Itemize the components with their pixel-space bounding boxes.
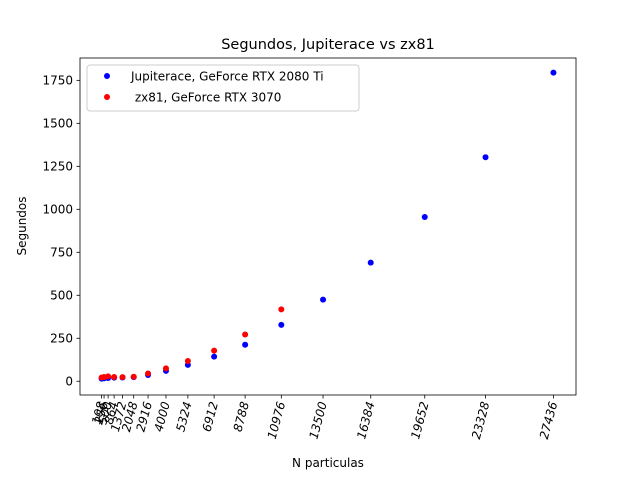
data-point — [421, 214, 428, 221]
data-point — [111, 373, 118, 380]
data-point — [320, 296, 327, 303]
plot-frame — [79, 57, 577, 396]
x-tick-label: 256 — [92, 400, 112, 426]
series-zx81 — [98, 306, 285, 381]
data-point — [550, 69, 557, 76]
x-axis-label: N particulas — [292, 456, 364, 470]
x-tick-label: 108 — [89, 400, 109, 426]
y-tick-label: 1750 — [42, 74, 73, 88]
y-tick-label: 750 — [50, 246, 73, 260]
legend-label-jupiterace: Jupiterace, GeForce RTX 2080 Ti — [130, 70, 324, 84]
data-point — [130, 373, 137, 380]
y-tick-label: 500 — [50, 289, 73, 303]
data-point — [242, 331, 249, 338]
y-tick-label: 1000 — [42, 203, 73, 217]
legend-marker-jupiterace — [104, 73, 110, 79]
data-point — [145, 370, 152, 377]
legend-marker-zx81 — [104, 94, 110, 100]
x-tick-label: 500 — [96, 400, 116, 426]
legend-label-zx81: zx81, GeForce RTX 3070 — [131, 91, 281, 105]
data-point — [367, 259, 374, 266]
y-tick-label: 1500 — [42, 117, 73, 131]
legend: Jupiterace, GeForce RTX 2080 Ti zx81, Ge… — [86, 64, 360, 112]
data-point — [162, 365, 169, 372]
data-point — [242, 341, 249, 348]
legend-box — [86, 64, 360, 112]
data-point — [119, 374, 126, 381]
data-point — [278, 321, 285, 328]
y-tick-label: 0 — [65, 375, 73, 389]
data-points — [98, 69, 557, 382]
data-point — [278, 306, 285, 313]
y-axis-label: Segundos — [15, 196, 29, 255]
data-point — [211, 353, 218, 360]
x-tick-label: 864 — [102, 400, 121, 426]
data-point — [184, 357, 191, 364]
data-point — [211, 347, 218, 354]
y-tick-label: 250 — [50, 332, 73, 346]
data-point — [482, 154, 489, 161]
chart-title: Segundos, Jupiterace vs zx81 — [221, 37, 435, 53]
y-tick-label: 1250 — [42, 160, 73, 174]
data-point — [105, 373, 112, 380]
